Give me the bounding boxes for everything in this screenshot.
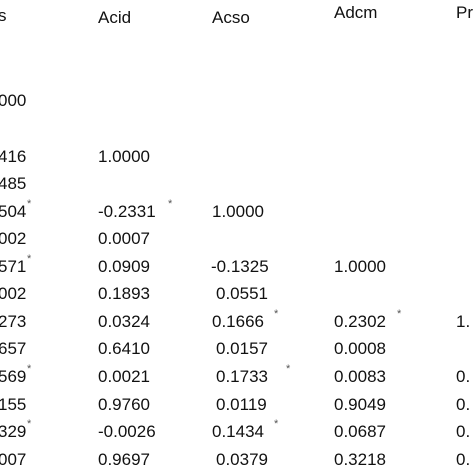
table-cell: 0.1666 <box>212 312 264 331</box>
table-cell: 657 <box>0 339 27 358</box>
table-cell: 0.0083 <box>334 367 386 386</box>
table-cell: 002 <box>0 284 27 303</box>
table-cell: 0.0909 <box>98 257 150 276</box>
table-cell: 485 <box>0 174 27 193</box>
significance-star: * <box>286 363 291 375</box>
table-cell: -0.2331 <box>98 202 156 221</box>
table-cell: 0.0551 <box>216 284 268 303</box>
significance-star: * <box>397 308 402 320</box>
table-cell: 0. <box>456 395 471 414</box>
table-cell: 0.9697 <box>98 450 150 469</box>
table-cell: 0.1893 <box>98 284 150 303</box>
table-cell: 002 <box>0 229 27 248</box>
table-cell: 0.1434 <box>212 422 264 441</box>
table-cell: 0.1733 <box>216 367 268 386</box>
header-col-1: s <box>0 6 7 25</box>
table-cell: 0.0379 <box>216 450 268 469</box>
table-cell: 000 <box>0 91 27 110</box>
significance-star: * <box>168 198 173 210</box>
table-cell: 0.2302 <box>334 312 386 331</box>
header-acso: Acso <box>212 8 250 27</box>
table-cell: 007 <box>0 450 27 469</box>
header-adcm: Adcm <box>334 3 378 22</box>
table-cell: 155 <box>0 395 27 414</box>
significance-star: * <box>27 253 32 265</box>
table-cell: 1.0000 <box>98 147 150 166</box>
table-cell: 0. <box>456 422 471 441</box>
table-cell: 329 <box>0 422 27 441</box>
significance-star: * <box>274 418 279 430</box>
table-cell: 0. <box>456 450 471 469</box>
table-cell: 1.0000 <box>212 202 264 221</box>
table-cell: 571 <box>0 257 27 276</box>
table-cell: -0.1325 <box>211 257 269 276</box>
table-cell: 0.0687 <box>334 422 386 441</box>
table-cell: 1.0000 <box>334 257 386 276</box>
header-acid: Acid <box>98 8 132 27</box>
table-cell: 1. <box>456 312 471 331</box>
table-cell: 273 <box>0 312 27 331</box>
table-cell: 569 <box>0 367 27 386</box>
table-cell: 0.0157 <box>216 339 268 358</box>
table-cell: 416 <box>0 147 27 166</box>
table-cell: -0.0026 <box>98 422 156 441</box>
table-cell: 0.3218 <box>334 450 386 469</box>
significance-star: * <box>27 363 32 375</box>
table-cell: 0.9760 <box>98 395 150 414</box>
table-cell: 0.9049 <box>334 395 386 414</box>
header-pr: Pr <box>456 3 473 22</box>
significance-star: * <box>27 198 32 210</box>
table-cell: 0. <box>456 367 471 386</box>
table-cell: 504 <box>0 202 27 221</box>
table-cell: 0.0007 <box>98 229 150 248</box>
table-cell: 0.0324 <box>98 312 150 331</box>
significance-star: * <box>27 418 32 430</box>
significance-star: * <box>274 308 279 320</box>
table-cell: 0.0119 <box>216 395 267 414</box>
table-cell: 0.6410 <box>98 339 150 358</box>
table-cell: 0.0021 <box>98 367 150 386</box>
table-cell: 0.0008 <box>334 339 386 358</box>
